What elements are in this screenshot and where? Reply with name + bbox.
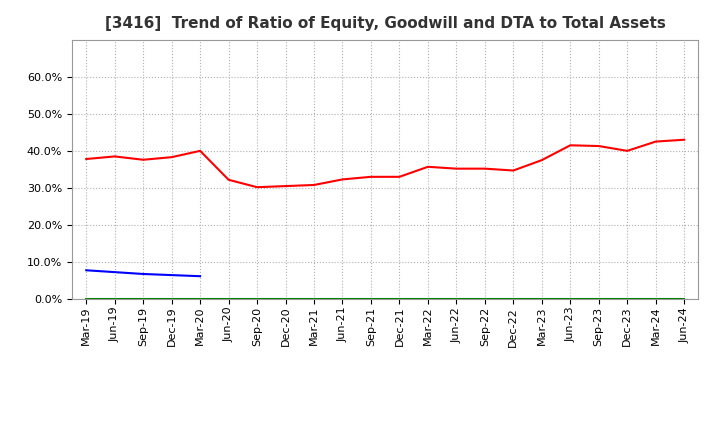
Equity: [196, 148, 204, 154]
Deferred Tax Assets: [423, 296, 432, 301]
Equity: [82, 156, 91, 161]
Equity: [225, 177, 233, 183]
Deferred Tax Assets: [310, 296, 318, 301]
Deferred Tax Assets: [225, 296, 233, 301]
Equity: [395, 174, 404, 180]
Equity: [167, 154, 176, 160]
Equity: [652, 139, 660, 144]
Deferred Tax Assets: [566, 296, 575, 301]
Deferred Tax Assets: [623, 296, 631, 301]
Goodwill: [82, 268, 91, 273]
Deferred Tax Assets: [366, 296, 375, 301]
Equity: [480, 166, 489, 171]
Deferred Tax Assets: [480, 296, 489, 301]
Equity: [366, 174, 375, 180]
Equity: [537, 158, 546, 163]
Equity: [282, 183, 290, 189]
Deferred Tax Assets: [282, 296, 290, 301]
Equity: [139, 157, 148, 162]
Deferred Tax Assets: [110, 296, 119, 301]
Equity: [423, 164, 432, 169]
Equity: [595, 143, 603, 149]
Equity: [623, 148, 631, 154]
Deferred Tax Assets: [82, 296, 91, 301]
Line: Equity: Equity: [86, 140, 684, 187]
Equity: [338, 177, 347, 182]
Deferred Tax Assets: [253, 296, 261, 301]
Equity: [680, 137, 688, 143]
Deferred Tax Assets: [167, 296, 176, 301]
Equity: [110, 154, 119, 159]
Equity: [310, 182, 318, 187]
Deferred Tax Assets: [452, 296, 461, 301]
Deferred Tax Assets: [509, 296, 518, 301]
Deferred Tax Assets: [652, 296, 660, 301]
Deferred Tax Assets: [338, 296, 347, 301]
Deferred Tax Assets: [537, 296, 546, 301]
Equity: [452, 166, 461, 171]
Deferred Tax Assets: [196, 296, 204, 301]
Goodwill: [196, 274, 204, 279]
Equity: [253, 184, 261, 190]
Deferred Tax Assets: [680, 296, 688, 301]
Goodwill: [110, 269, 119, 275]
Line: Goodwill: Goodwill: [86, 270, 200, 276]
Title: [3416]  Trend of Ratio of Equity, Goodwill and DTA to Total Assets: [3416] Trend of Ratio of Equity, Goodwil…: [105, 16, 665, 32]
Equity: [566, 143, 575, 148]
Equity: [509, 168, 518, 173]
Goodwill: [139, 271, 148, 277]
Deferred Tax Assets: [139, 296, 148, 301]
Deferred Tax Assets: [595, 296, 603, 301]
Goodwill: [167, 272, 176, 278]
Deferred Tax Assets: [395, 296, 404, 301]
